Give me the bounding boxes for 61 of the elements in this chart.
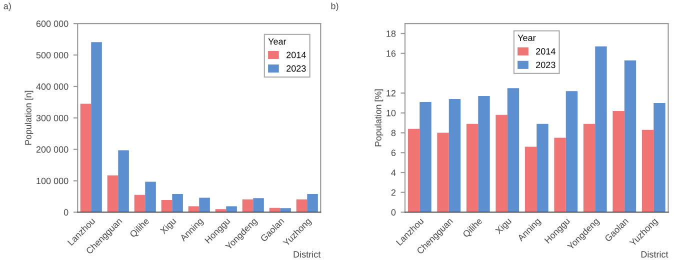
y-tick-label: 12 [386,90,396,96]
bar [145,182,156,212]
bar [134,194,146,212]
y-tick-label: 300 000 [36,114,68,122]
bar [448,99,461,212]
bar [307,194,318,212]
bar [172,194,183,212]
bar [583,124,596,212]
bar [408,128,420,212]
y-tick-label: 4 [391,170,396,176]
y-tick-label: 0 [64,209,68,216]
bar [536,124,548,212]
bar [496,114,508,212]
y-tick-label: 2 [391,189,396,196]
y-tick-label: 10 [386,110,396,116]
bar [199,198,210,212]
bar [642,130,654,212]
y-tick-label: 6 [391,150,396,156]
legend-label: 2023 [286,65,306,72]
bar [524,146,537,212]
y-tick-label: 100 000 [36,178,68,184]
bar [242,199,254,212]
bar [466,124,478,212]
legend-label: 2023 [536,62,556,68]
legend-label: 2014 [286,52,306,58]
bar [80,104,92,212]
bar [107,175,118,212]
bar [437,132,449,212]
y-tick-label: 500 000 [36,52,68,58]
bar [654,103,666,212]
y-tick-label: 600 000 [36,20,68,27]
chart-title: a) [4,2,11,12]
legend-title: Year [518,34,536,42]
legend-title: Year [268,38,286,45]
y-axis-title: Population [%] [374,89,384,146]
bar [624,60,636,212]
y-axis-title: Population [n] [24,90,34,145]
bar [296,199,308,212]
bar [595,46,607,212]
bar [161,200,172,212]
bar [612,110,624,212]
bar [91,42,102,212]
bar [507,88,520,212]
bar [118,150,129,212]
y-tick-label: 8 [391,130,396,136]
bar [188,206,200,212]
y-tick-label: 0 [391,209,396,216]
y-tick-label: 200 000 [36,146,68,153]
x-axis-title: District [641,250,668,258]
legend-label: 2014 [536,48,556,55]
bar [226,206,237,212]
bar [478,96,490,212]
chart-title: b) [331,2,338,12]
y-tick-label: 16 [386,50,396,57]
bar [420,102,432,212]
y-tick-label: 400 000 [36,83,68,90]
x-axis-title: District [294,250,321,258]
bar [566,91,578,212]
y-tick-label: 18 [386,30,396,37]
bar [554,138,566,212]
bar [253,198,264,212]
